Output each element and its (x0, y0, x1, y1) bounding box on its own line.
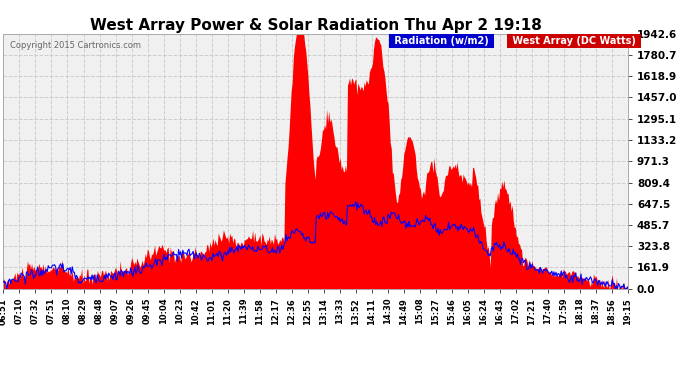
Text: Copyright 2015 Cartronics.com: Copyright 2015 Cartronics.com (10, 41, 141, 50)
Title: West Array Power & Solar Radiation Thu Apr 2 19:18: West Array Power & Solar Radiation Thu A… (90, 18, 542, 33)
Text: Radiation (w/m2): Radiation (w/m2) (391, 36, 492, 46)
Text: West Array (DC Watts): West Array (DC Watts) (509, 36, 640, 46)
